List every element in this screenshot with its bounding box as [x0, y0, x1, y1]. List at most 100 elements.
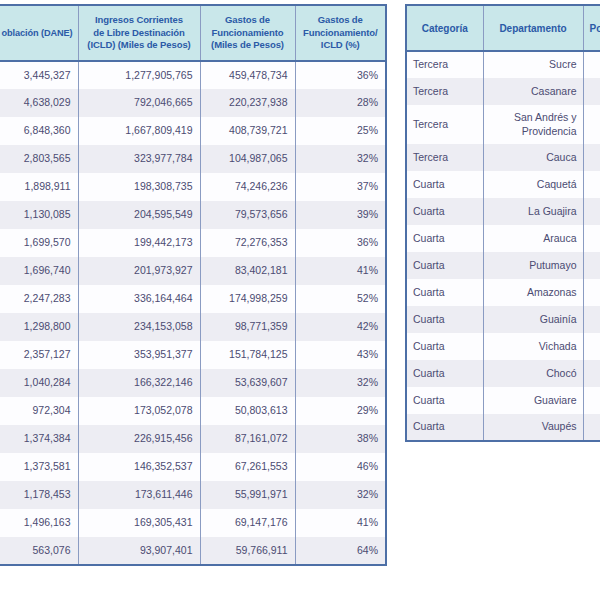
column-header-label: (ICLD) (Miles de Pesos): [82, 39, 197, 52]
column-header-label: Funcionamiento: [204, 27, 292, 40]
table-row: CuartaLa Guajira: [406, 198, 600, 225]
table-cell: 1,130,085: [0, 201, 78, 229]
table-cell: 37%: [295, 173, 386, 201]
table-cell: 36%: [295, 229, 386, 257]
table-cell: [583, 306, 600, 333]
table-cell: 74,246,236: [200, 173, 295, 201]
table-cell: 199,442,173: [78, 229, 200, 257]
table-row: 2,247,283336,164,464174,998,25952%: [0, 285, 386, 313]
table-cell: Cuarta: [406, 360, 483, 387]
table-cell: 1,178,453: [0, 481, 78, 509]
table-cell: 28%: [295, 89, 386, 117]
column-header-label: Departamento: [487, 22, 580, 35]
table-cell: 50,803,613: [200, 397, 295, 425]
table-cell: [583, 144, 600, 171]
table-cell: 792,046,665: [78, 89, 200, 117]
table-cell: 41%: [295, 509, 386, 537]
table-cell: 1,699,570: [0, 229, 78, 257]
column-header: Departamento: [483, 5, 583, 51]
table-cell: [583, 51, 600, 78]
table-cell: [583, 414, 600, 441]
table-row: CuartaAmazonas: [406, 279, 600, 306]
column-header: Gastos deFuncionamiento/ICLD (%): [295, 5, 386, 61]
table-row: CuartaVichada: [406, 333, 600, 360]
table-cell: 2,357,127: [0, 341, 78, 369]
table-cell: 166,322,146: [78, 369, 200, 397]
table-cell: 32%: [295, 369, 386, 397]
table-cell: [583, 78, 600, 105]
table-cell: 1,898,911: [0, 173, 78, 201]
table-cell: 1,277,905,765: [78, 61, 200, 89]
table-cell: Guainía: [483, 306, 583, 333]
table-cell: 32%: [295, 481, 386, 509]
table-row: TerceraSan Andrés y Providencia: [406, 105, 600, 144]
table-cell: [583, 333, 600, 360]
column-header-label: Gastos de: [204, 14, 292, 27]
table-row: 1,373,581146,352,53767,261,55346%: [0, 453, 386, 481]
column-header: Pob: [583, 5, 600, 51]
table-cell: 104,987,065: [200, 145, 295, 173]
table-row: 1,496,163169,305,43169,147,17641%: [0, 509, 386, 537]
table-cell: 146,352,537: [78, 453, 200, 481]
table-cell: 59,766,911: [200, 537, 295, 565]
table-cell: 93,907,401: [78, 537, 200, 565]
table-row: 1,298,800234,153,05898,771,35942%: [0, 313, 386, 341]
table-cell: 79,573,656: [200, 201, 295, 229]
table-cell: 41%: [295, 257, 386, 285]
table-cell: 72,276,353: [200, 229, 295, 257]
column-header-label: Categoría: [410, 22, 480, 35]
table-cell: 173,052,078: [78, 397, 200, 425]
table-cell: 46%: [295, 453, 386, 481]
column-header-label: oblación (DANE): [2, 27, 73, 39]
table-cell: 87,161,072: [200, 425, 295, 453]
table-cell: 38%: [295, 425, 386, 453]
table-row: CuartaArauca: [406, 225, 600, 252]
table-cell: 3,445,327: [0, 61, 78, 89]
table-cell: Vichada: [483, 333, 583, 360]
table-cell: [583, 105, 600, 144]
table-cell: Cuarta: [406, 333, 483, 360]
table-cell: 201,973,927: [78, 257, 200, 285]
table-cell: Tercera: [406, 105, 483, 144]
table-cell: 52%: [295, 285, 386, 313]
table-row: TerceraCauca: [406, 144, 600, 171]
table-cell: 55,991,971: [200, 481, 295, 509]
table-cell: [583, 171, 600, 198]
table-row: CuartaGuainía: [406, 306, 600, 333]
table-row: 1,696,740201,973,92783,402,18141%: [0, 257, 386, 285]
table-cell: 6,848,360: [0, 117, 78, 145]
table-row: 563,07693,907,40159,766,91164%: [0, 537, 386, 565]
table-cell: 1,298,800: [0, 313, 78, 341]
table-row: 6,848,3601,667,809,419408,739,72125%: [0, 117, 386, 145]
table-cell: Tercera: [406, 78, 483, 105]
table-cell: Casanare: [483, 78, 583, 105]
table-cell: Cuarta: [406, 225, 483, 252]
column-header-label: (Miles de Pesos): [204, 39, 292, 52]
table-row: 4,638,029792,046,665220,237,93828%: [0, 89, 386, 117]
column-header-label: Ingresos Corrientes: [82, 14, 197, 27]
table-cell: La Guajira: [483, 198, 583, 225]
table-cell: 53,639,607: [200, 369, 295, 397]
table-cell: 43%: [295, 341, 386, 369]
table-cell: Arauca: [483, 225, 583, 252]
table-cell: 25%: [295, 117, 386, 145]
column-header: oblación (DANE): [0, 5, 78, 61]
table-cell: Caquetá: [483, 171, 583, 198]
table-cell: 67,261,553: [200, 453, 295, 481]
table-cell: Guaviare: [483, 387, 583, 414]
table-cell: 408,739,721: [200, 117, 295, 145]
column-header: Gastos deFuncionamiento(Miles de Pesos): [200, 5, 295, 61]
table-cell: 353,951,377: [78, 341, 200, 369]
table-row: 1,040,284166,322,14653,639,60732%: [0, 369, 386, 397]
table-cell: [583, 360, 600, 387]
table-cell: Chocó: [483, 360, 583, 387]
table-cell: Tercera: [406, 51, 483, 78]
table-cell: 204,595,549: [78, 201, 200, 229]
table-row: 2,357,127353,951,377151,784,12543%: [0, 341, 386, 369]
table-cell: 1,040,284: [0, 369, 78, 397]
table-row: 972,304173,052,07850,803,61329%: [0, 397, 386, 425]
table-cell: 98,771,359: [200, 313, 295, 341]
table-cell: 173,611,446: [78, 481, 200, 509]
table-cell: 1,667,809,419: [78, 117, 200, 145]
table-cell: Putumayo: [483, 252, 583, 279]
